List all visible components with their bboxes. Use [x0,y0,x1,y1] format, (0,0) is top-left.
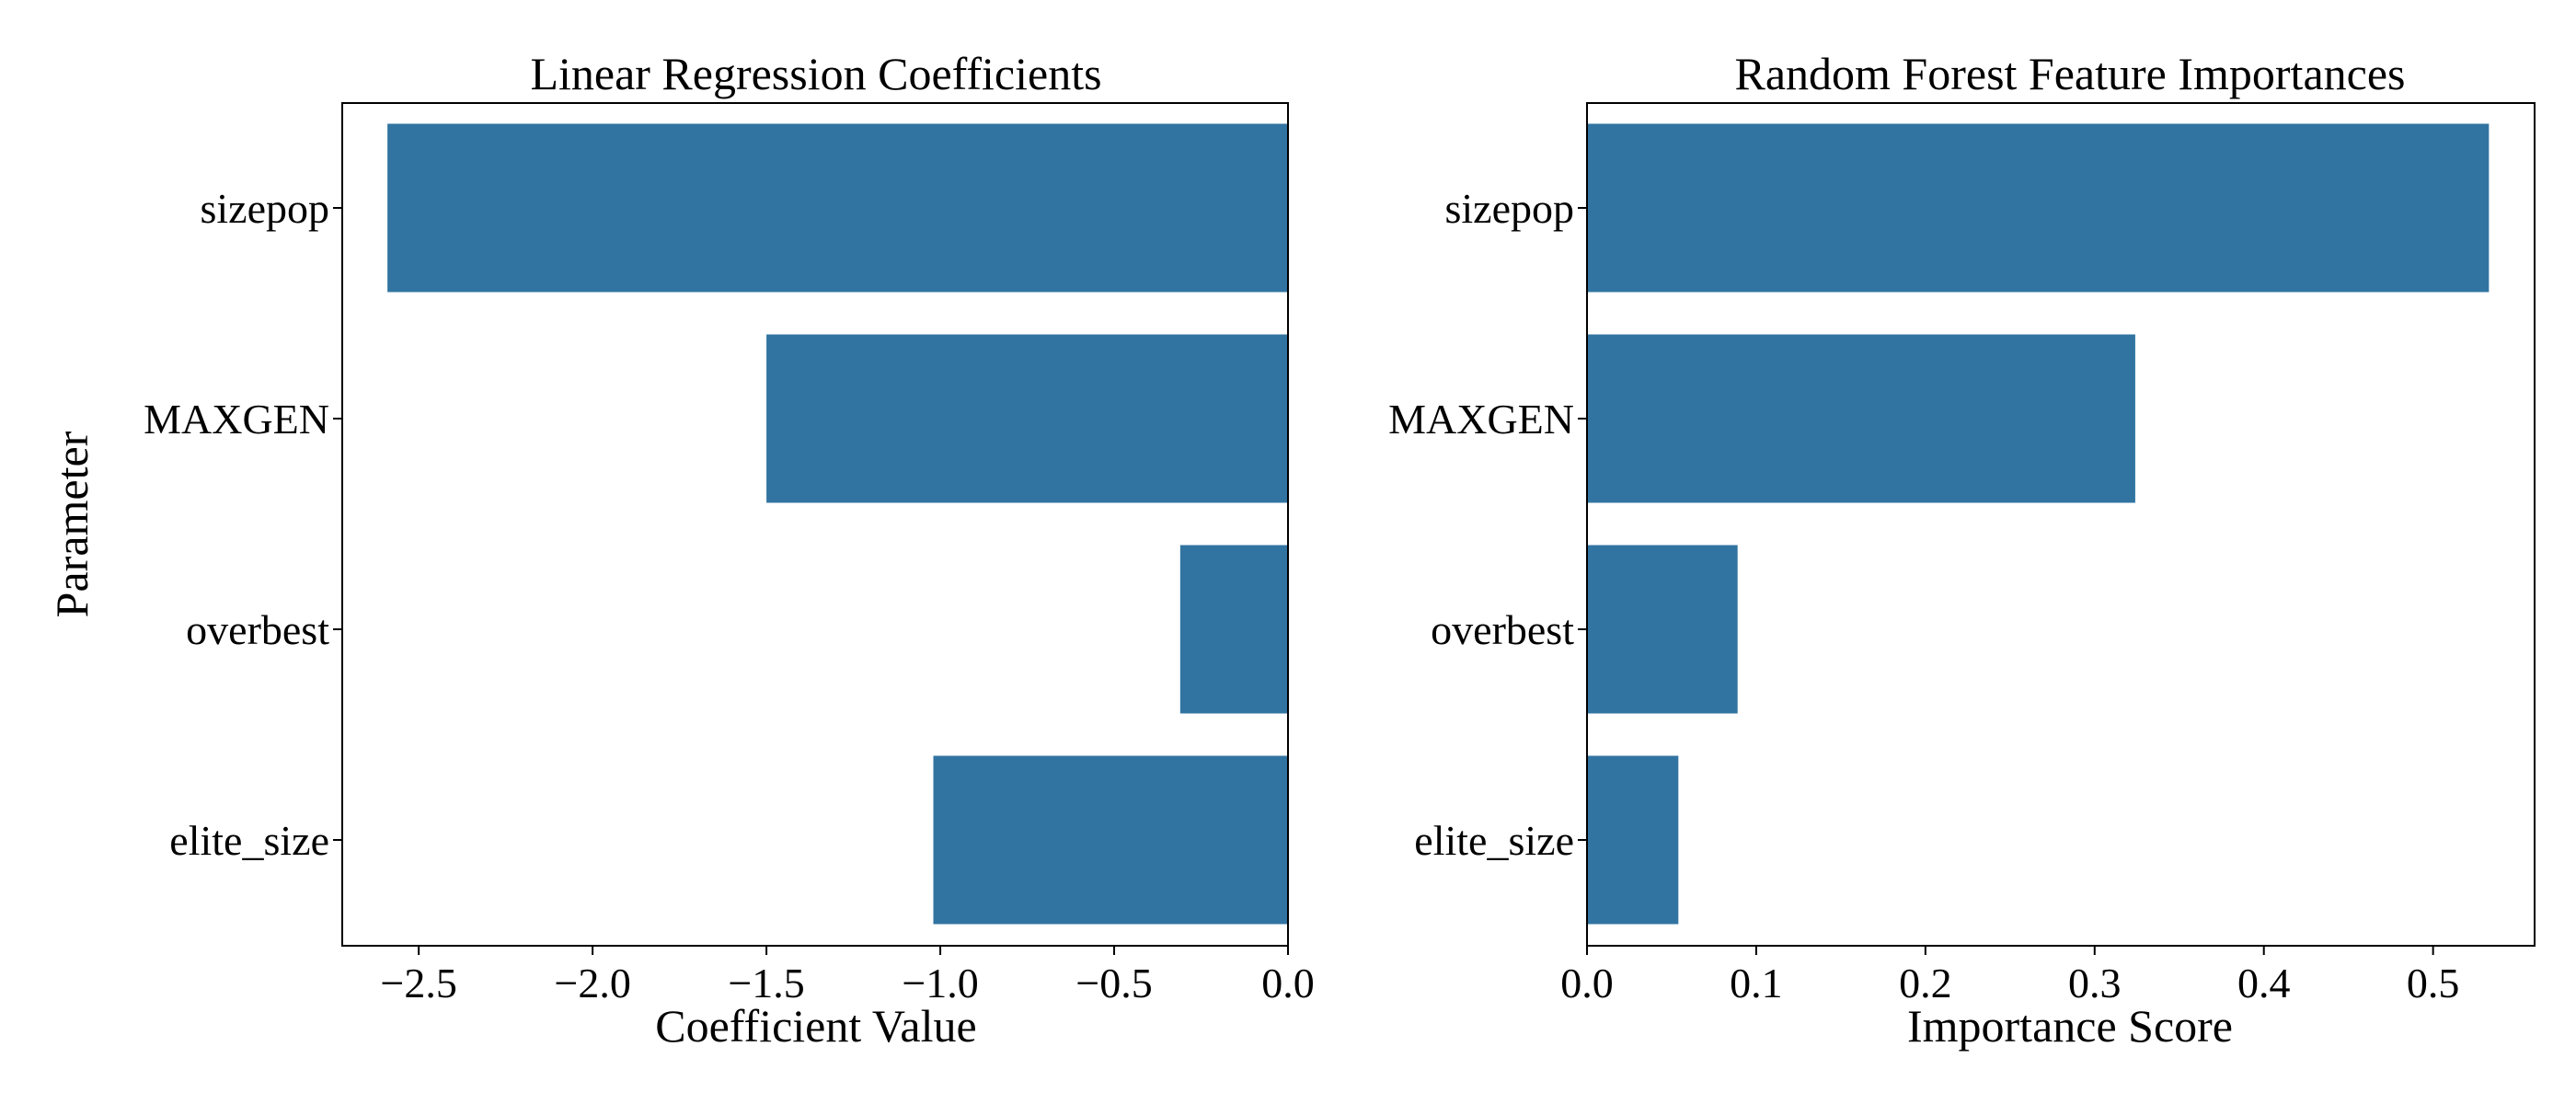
x-axis-label: Coefficient Value [655,1000,976,1052]
x-tick-label: 0.5 [2407,960,2460,1006]
bar-sizepop [1587,123,2490,293]
plot-frame [341,102,1289,947]
x-tick-label: −0.5 [1075,960,1152,1006]
bar-elite-size [933,755,1288,925]
x-tick-label: −2.0 [554,960,630,1006]
y-axis-label: Parameter [46,431,98,617]
linear-regression-panel: Linear Regression Coefficients Coefficie… [46,48,1315,1052]
y-tick-label: elite_size [1414,817,1574,864]
bar-overbest [1587,545,1738,714]
bar-overbest [1179,545,1288,714]
x-tick-label: −1.0 [902,960,978,1006]
y-tick-label: elite_size [169,817,329,864]
y-tick-label: overbest [1431,606,1574,653]
x-tick-label: 0.4 [2237,960,2291,1006]
y-tick-label: overbest [186,606,329,653]
chart-title: Linear Regression Coefficients [530,48,1101,99]
chart-title: Random Forest Feature Importances [1735,48,2406,99]
bar-maxgen [1587,334,2135,503]
bar-sizepop [387,123,1289,293]
plot-frame [1586,102,2536,947]
y-tick-label: sizepop [1444,185,1574,232]
x-axis-label: Importance Score [1907,1000,2233,1052]
x-tick-label: 0.1 [1730,960,1783,1006]
y-tick-label: MAXGEN [1388,396,1574,443]
x-tick-label: 0.3 [2068,960,2122,1006]
bar-maxgen [766,334,1288,503]
x-tick-label: −2.5 [380,960,456,1006]
bar-elite-size [1587,755,1679,925]
y-tick-label: MAXGEN [144,396,329,443]
x-tick-label: 0.2 [1899,960,1952,1006]
x-tick-label: 0.0 [1560,960,1614,1006]
y-tick-label: sizepop [200,185,329,232]
x-tick-label: −1.5 [728,960,804,1006]
x-tick-label: 0.0 [1261,960,1315,1006]
random-forest-panel: Random Forest Feature Importances Import… [1388,48,2536,1052]
